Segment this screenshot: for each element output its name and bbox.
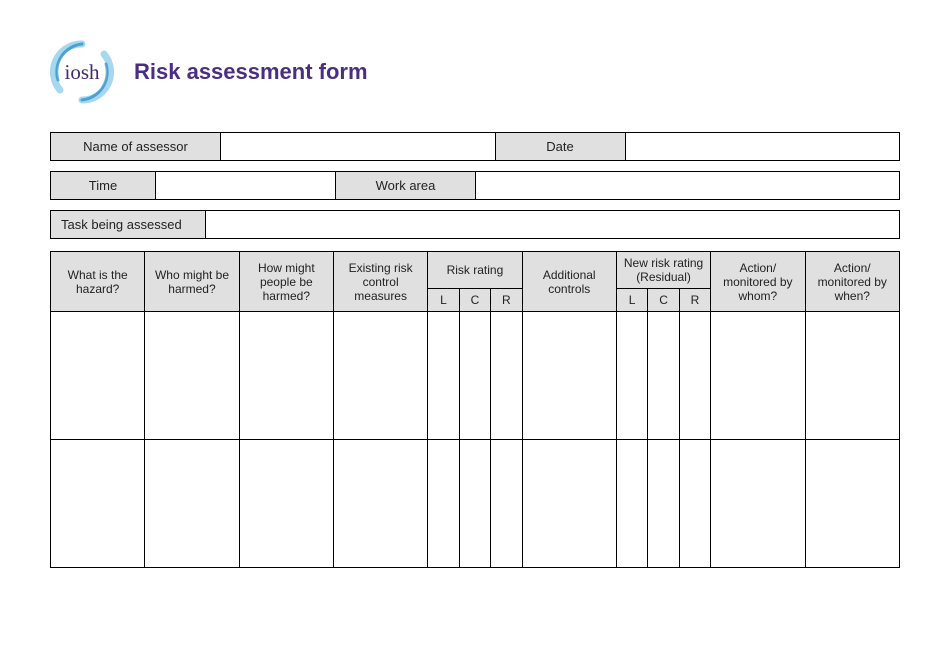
col-newrisk-C: C [648, 289, 679, 312]
risk-table-body [51, 312, 900, 568]
work-area-label: Work area [336, 172, 476, 199]
cell-newrisk-R[interactable] [679, 312, 710, 440]
meta-row-task: Task being assessed [50, 210, 900, 239]
col-how: How might people be harmed? [239, 252, 333, 312]
cell-newrisk-L[interactable] [616, 312, 647, 440]
task-value[interactable] [206, 211, 899, 238]
cell-risk-L[interactable] [428, 312, 459, 440]
time-value[interactable] [156, 172, 336, 199]
cell-action-whom[interactable] [711, 440, 805, 568]
cell-additional[interactable] [522, 440, 616, 568]
col-existing: Existing risk control measures [333, 252, 427, 312]
col-risk-R: R [491, 289, 522, 312]
logo-text: iosh [64, 60, 100, 84]
task-label: Task being assessed [51, 211, 206, 238]
col-risk-L: L [428, 289, 459, 312]
cell-newrisk-C[interactable] [648, 312, 679, 440]
col-risk-rating: Risk rating [428, 252, 522, 289]
iosh-logo: iosh [50, 40, 114, 104]
meta-row-time-workarea: Time Work area [50, 171, 900, 200]
table-row [51, 440, 900, 568]
assessor-value[interactable] [221, 133, 496, 160]
cell-risk-R[interactable] [491, 440, 522, 568]
meta-row-assessor-date: Name of assessor Date [50, 132, 900, 161]
cell-action-when[interactable] [805, 312, 900, 440]
date-label: Date [496, 133, 626, 160]
form-title: Risk assessment form [134, 59, 368, 85]
cell-how[interactable] [239, 440, 333, 568]
cell-hazard[interactable] [51, 440, 145, 568]
col-risk-C: C [459, 289, 490, 312]
col-newrisk-R: R [679, 289, 710, 312]
col-action-when: Action/ monitored by when? [805, 252, 900, 312]
cell-who[interactable] [145, 312, 239, 440]
table-row [51, 312, 900, 440]
col-additional: Additional controls [522, 252, 616, 312]
cell-action-when[interactable] [805, 440, 900, 568]
cell-who[interactable] [145, 440, 239, 568]
cell-newrisk-R[interactable] [679, 440, 710, 568]
form-header: iosh Risk assessment form [50, 40, 900, 104]
assessor-label: Name of assessor [51, 133, 221, 160]
cell-risk-C[interactable] [459, 312, 490, 440]
cell-newrisk-C[interactable] [648, 440, 679, 568]
col-new-risk: New risk rating (Residual) [616, 252, 710, 289]
cell-risk-L[interactable] [428, 440, 459, 568]
date-value[interactable] [626, 133, 900, 160]
col-action-whom: Action/ monitored by whom? [711, 252, 805, 312]
col-who: Who might be harmed? [145, 252, 239, 312]
cell-existing[interactable] [333, 440, 427, 568]
cell-risk-R[interactable] [491, 312, 522, 440]
risk-table: What is the hazard? Who might be harmed?… [50, 251, 900, 568]
cell-action-whom[interactable] [711, 312, 805, 440]
cell-existing[interactable] [333, 312, 427, 440]
cell-additional[interactable] [522, 312, 616, 440]
cell-newrisk-L[interactable] [616, 440, 647, 568]
work-area-value[interactable] [476, 172, 899, 199]
cell-risk-C[interactable] [459, 440, 490, 568]
time-label: Time [51, 172, 156, 199]
cell-how[interactable] [239, 312, 333, 440]
col-newrisk-L: L [616, 289, 647, 312]
col-hazard: What is the hazard? [51, 252, 145, 312]
cell-hazard[interactable] [51, 312, 145, 440]
